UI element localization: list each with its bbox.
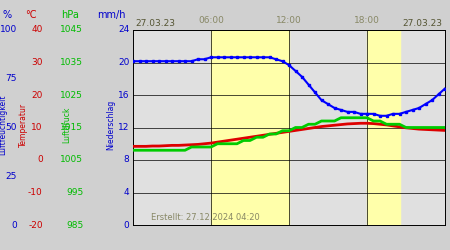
Text: °C: °C <box>25 10 36 20</box>
Text: Niederschlag: Niederschlag <box>106 100 115 150</box>
Text: 985: 985 <box>66 220 83 230</box>
Text: 1035: 1035 <box>60 58 83 67</box>
Text: 1025: 1025 <box>60 90 83 100</box>
Text: 1005: 1005 <box>60 156 83 164</box>
Text: 12: 12 <box>118 123 130 132</box>
Text: 8: 8 <box>124 156 130 164</box>
Text: 10: 10 <box>31 123 43 132</box>
Text: 20: 20 <box>32 90 43 100</box>
Text: 24: 24 <box>118 26 130 35</box>
Text: Temperatur: Temperatur <box>19 103 28 147</box>
Text: 27.03.23: 27.03.23 <box>403 18 443 28</box>
Text: Luftdruck: Luftdruck <box>62 107 71 143</box>
Text: 1015: 1015 <box>60 123 83 132</box>
Text: Erstellt: 27.12.2024 04:20: Erstellt: 27.12.2024 04:20 <box>151 214 260 222</box>
Text: 40: 40 <box>32 26 43 35</box>
Text: -10: -10 <box>28 188 43 197</box>
Text: 27.03.23: 27.03.23 <box>135 18 175 28</box>
Text: hPa: hPa <box>61 10 79 20</box>
Text: -20: -20 <box>28 220 43 230</box>
Bar <box>367 30 400 225</box>
Text: 25: 25 <box>6 172 17 181</box>
Text: 995: 995 <box>66 188 83 197</box>
Text: 30: 30 <box>31 58 43 67</box>
Text: mm/h: mm/h <box>97 10 125 20</box>
Text: 100: 100 <box>0 26 17 35</box>
Text: 75: 75 <box>5 74 17 83</box>
Text: 50: 50 <box>5 123 17 132</box>
Text: 0: 0 <box>11 220 17 230</box>
Bar <box>211 30 289 225</box>
Text: %: % <box>2 10 11 20</box>
Text: 4: 4 <box>124 188 130 197</box>
Text: 0: 0 <box>37 156 43 164</box>
Text: 1045: 1045 <box>60 26 83 35</box>
Text: Luftfeuchtigkeit: Luftfeuchtigkeit <box>0 95 8 155</box>
Text: 16: 16 <box>118 90 130 100</box>
Text: 0: 0 <box>124 220 130 230</box>
Text: 20: 20 <box>118 58 130 67</box>
